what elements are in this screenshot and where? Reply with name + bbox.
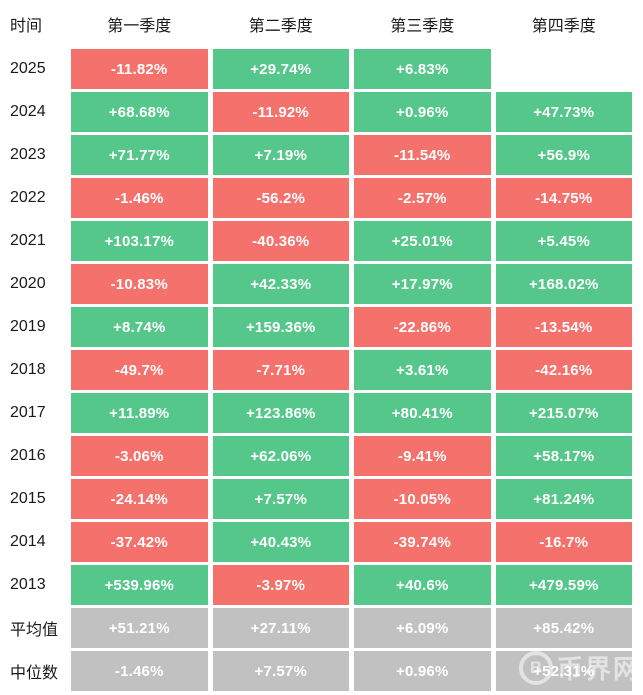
value-cell: -16.7%	[495, 522, 632, 562]
row-label: 2024	[10, 103, 46, 120]
value-cell: +11.89%	[71, 393, 208, 433]
value-cell: +71.77%	[71, 135, 208, 175]
value-cell: +159.36%	[212, 307, 349, 347]
value-cell: +58.17%	[495, 436, 632, 476]
time-column-header: 时间	[10, 18, 43, 35]
value-cell: +27.11%	[212, 608, 349, 648]
table-row: 2015 -24.14% +7.57% -10.05% +81.24%	[10, 479, 632, 519]
value-cell: +8.74%	[71, 307, 208, 347]
value-cell: +62.06%	[212, 436, 349, 476]
value-cell	[496, 49, 633, 89]
value-cell: -40.36%	[212, 221, 349, 261]
value-cell: +6.09%	[354, 608, 491, 648]
table-row: 2016 -3.06% +62.06% -9.41% +58.17%	[10, 436, 632, 476]
value-cell: -1.46%	[71, 651, 208, 691]
table-row: 2024 +68.68% -11.92% +0.96% +47.73%	[10, 92, 632, 132]
value-cell: +6.83%	[354, 49, 491, 89]
value-cell: +29.74%	[212, 49, 349, 89]
value-cell: +3.61%	[354, 350, 491, 390]
value-cell: -3.06%	[71, 436, 208, 476]
table-header-row: 时间 第一季度 第二季度 第三季度 第四季度	[10, 2, 632, 46]
value-cell: +0.96%	[354, 651, 491, 691]
row-label: 2019	[10, 318, 46, 335]
value-cell: -22.86%	[354, 307, 491, 347]
value-cell: -11.54%	[354, 135, 491, 175]
value-cell: +40.6%	[354, 565, 491, 605]
value-cell: +68.68%	[71, 92, 208, 132]
table-row: 2013 +539.96% -3.97% +40.6% +479.59%	[10, 565, 632, 605]
table-row: 2018 -49.7% -7.71% +3.61% -42.16%	[10, 350, 632, 390]
value-cell: -11.82%	[71, 49, 208, 89]
value-cell: -39.74%	[354, 522, 491, 562]
value-cell: +47.73%	[495, 92, 632, 132]
value-cell: +7.19%	[212, 135, 349, 175]
value-cell: +539.96%	[71, 565, 208, 605]
value-cell: +40.43%	[212, 522, 349, 562]
value-cell: +80.41%	[354, 393, 491, 433]
value-cell: +52.31%	[495, 651, 632, 691]
row-label: 2016	[10, 447, 46, 464]
row-label: 中位数	[10, 665, 59, 682]
table-row: 2017 +11.89% +123.86% +80.41% +215.07%	[10, 393, 632, 433]
value-cell: +25.01%	[354, 221, 491, 261]
table-row: 2025 -11.82% +29.74% +6.83%	[10, 49, 632, 89]
value-cell: -9.41%	[354, 436, 491, 476]
row-label: 2017	[10, 404, 46, 421]
table-row: 2014 -37.42% +40.43% -39.74% -16.7%	[10, 522, 632, 562]
value-cell: +7.57%	[212, 479, 349, 519]
value-cell: +42.33%	[212, 264, 349, 304]
q3-column-header: 第三季度	[390, 18, 455, 35]
value-cell: +7.57%	[212, 651, 349, 691]
row-label: 2018	[10, 361, 46, 378]
value-cell: +17.97%	[354, 264, 491, 304]
value-cell: +0.96%	[354, 92, 491, 132]
row-label: 2013	[10, 576, 46, 593]
q1-column-header: 第一季度	[107, 18, 172, 35]
table-row: 平均值 +51.21% +27.11% +6.09% +85.42%	[10, 608, 632, 648]
row-label: 2021	[10, 232, 46, 249]
row-label: 2025	[10, 60, 46, 77]
value-cell: -13.54%	[495, 307, 632, 347]
row-label: 2020	[10, 275, 46, 292]
table-row: 2020 -10.83% +42.33% +17.97% +168.02%	[10, 264, 632, 304]
value-cell: -7.71%	[212, 350, 349, 390]
value-cell: +56.9%	[495, 135, 632, 175]
row-label: 2014	[10, 533, 46, 550]
row-label: 2015	[10, 490, 46, 507]
table-row: 2023 +71.77% +7.19% -11.54% +56.9%	[10, 135, 632, 175]
row-label: 2022	[10, 189, 46, 206]
value-cell: -49.7%	[71, 350, 208, 390]
value-cell: +215.07%	[495, 393, 632, 433]
value-cell: -56.2%	[212, 178, 349, 218]
value-cell: -24.14%	[71, 479, 208, 519]
table-row: 2022 -1.46% -56.2% -2.57% -14.75%	[10, 178, 632, 218]
value-cell: -10.05%	[354, 479, 491, 519]
value-cell: -37.42%	[71, 522, 208, 562]
value-cell: -3.97%	[212, 565, 349, 605]
q4-column-header: 第四季度	[531, 18, 596, 35]
row-label: 2023	[10, 146, 46, 163]
value-cell: -2.57%	[354, 178, 491, 218]
value-cell: -1.46%	[71, 178, 208, 218]
value-cell: +5.45%	[495, 221, 632, 261]
value-cell: -10.83%	[71, 264, 208, 304]
value-cell: -42.16%	[495, 350, 632, 390]
table-row: 2021 +103.17% -40.36% +25.01% +5.45%	[10, 221, 632, 261]
table-row: 中位数 -1.46% +7.57% +0.96% +52.31%	[10, 651, 632, 691]
value-cell: +123.86%	[212, 393, 349, 433]
value-cell: +51.21%	[71, 608, 208, 648]
row-label: 平均值	[10, 622, 59, 639]
value-cell: -11.92%	[212, 92, 349, 132]
value-cell: +479.59%	[495, 565, 632, 605]
q2-column-header: 第二季度	[248, 18, 313, 35]
value-cell: -14.75%	[495, 178, 632, 218]
value-cell: +85.42%	[495, 608, 632, 648]
table-row: 2019 +8.74% +159.36% -22.86% -13.54%	[10, 307, 632, 347]
table-body: 2025 -11.82% +29.74% +6.83% 2024 +68.68%…	[10, 49, 632, 691]
value-cell: +168.02%	[495, 264, 632, 304]
value-cell: +103.17%	[71, 221, 208, 261]
value-cell: +81.24%	[495, 479, 632, 519]
